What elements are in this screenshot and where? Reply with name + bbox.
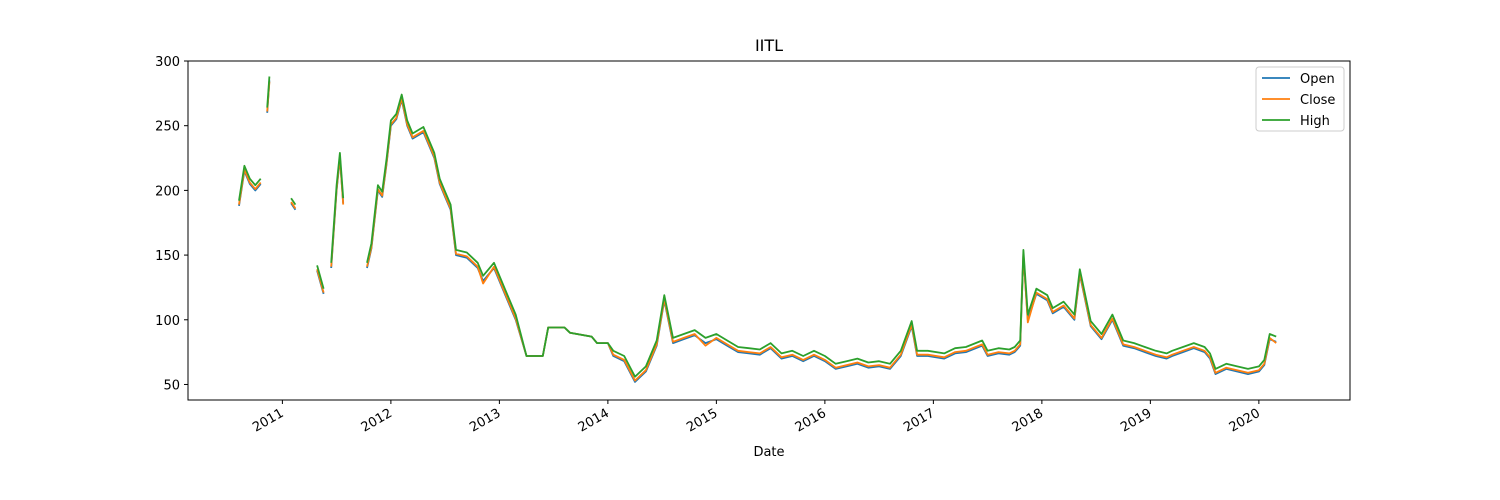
legend: Open Close High [1255, 66, 1345, 132]
x-axis-label: Date [753, 445, 784, 460]
legend-label: Open [1300, 72, 1335, 87]
chart-title: IITL [755, 36, 783, 55]
y-tick-label: 200 [155, 184, 180, 199]
legend-box [1255, 66, 1345, 132]
series-line [238, 164, 262, 201]
legend-label: High [1300, 114, 1330, 129]
y-tick-label: 100 [155, 314, 180, 329]
y-tick-label: 150 [155, 249, 180, 264]
series-line [316, 265, 325, 289]
series-line [290, 201, 297, 209]
series-line [366, 93, 1277, 378]
series-line [330, 152, 345, 263]
series-line [316, 269, 325, 293]
y-tick-label: 300 [155, 55, 180, 70]
series-line [366, 98, 1277, 383]
legend-label: Close [1300, 93, 1335, 108]
series-line [366, 97, 1277, 382]
plot-frame [187, 60, 1351, 401]
y-tick-label: 50 [163, 378, 180, 393]
series-line [290, 197, 297, 206]
series-line [266, 76, 271, 108]
y-tick-label: 250 [155, 120, 180, 135]
